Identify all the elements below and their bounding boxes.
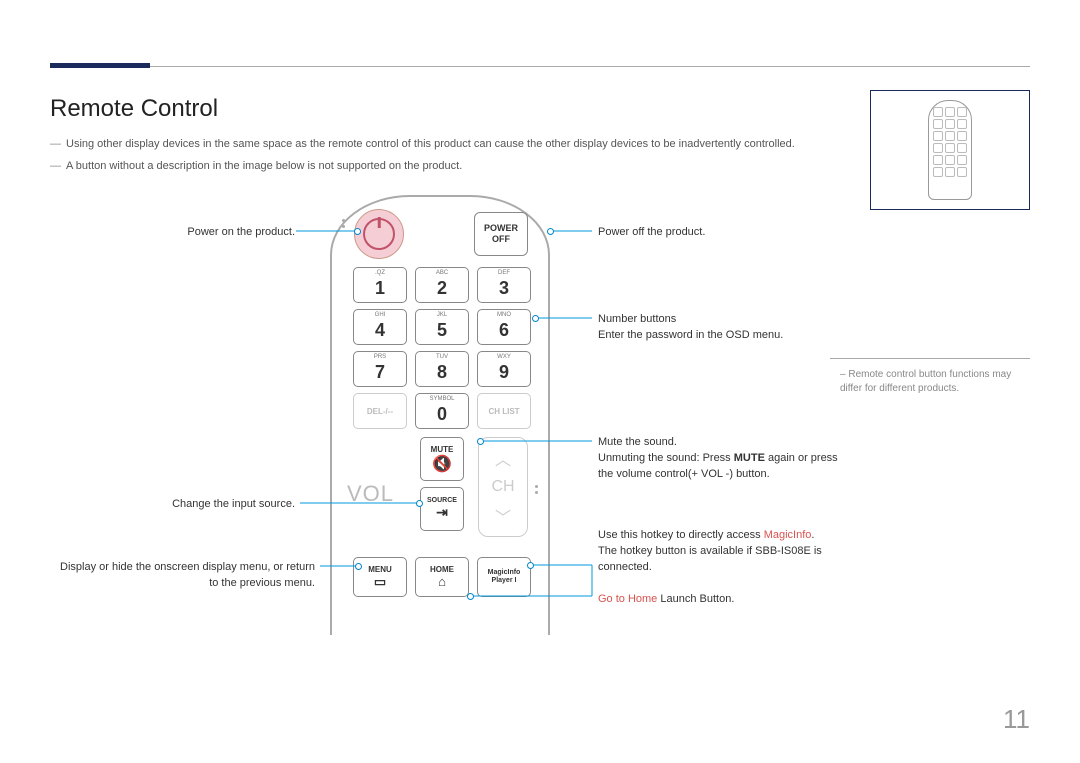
mute-button: MUTE 🔇	[420, 437, 464, 481]
dot-power-on	[354, 228, 361, 235]
number-keypad: .QZ1 ABC2 DEF3 GHI4 JKL5 MNO6 PRS7 TUV8 …	[353, 267, 531, 429]
home-icon: ⌂	[438, 574, 446, 589]
intro-note-2: A button without a description in the im…	[66, 160, 462, 172]
magicinfo-button: MagicInfo Player I	[477, 557, 531, 597]
bottom-row: MENU ▭ HOME ⌂ MagicInfo Player I	[353, 557, 531, 597]
callout-numbers: Number buttons Enter the password in the…	[598, 312, 838, 344]
side-note: Remote control button functions may diff…	[840, 368, 1030, 396]
power-off-button: POWER OFF	[474, 212, 528, 256]
key-2: ABC2	[415, 267, 469, 303]
power-on-button	[354, 209, 404, 259]
deco-dots-right	[535, 485, 538, 494]
remote-diagram: POWER OFF .QZ1 ABC2 DEF3 GHI4 JKL5 MNO6 …	[330, 195, 550, 635]
dot-magic	[527, 562, 534, 569]
key-8: TUV8	[415, 351, 469, 387]
callout-power-off: Power off the product.	[598, 225, 705, 241]
header-accent	[50, 63, 150, 68]
dot-numbers	[532, 315, 539, 322]
key-3: DEF3	[477, 267, 531, 303]
dot-menu	[355, 563, 362, 570]
chevron-down-icon: ﹀	[495, 504, 511, 528]
key-chlist: CH LIST	[477, 393, 531, 429]
callout-menu: Display or hide the onscreen display men…	[60, 560, 315, 592]
key-del: DEL-/--	[353, 393, 407, 429]
dot-source	[416, 500, 423, 507]
key-7: PRS7	[353, 351, 407, 387]
home-button: HOME ⌂	[415, 557, 469, 597]
key-0: SYMBOL0	[415, 393, 469, 429]
header-rule	[50, 66, 1030, 67]
dot-home	[467, 593, 474, 600]
key-5: JKL5	[415, 309, 469, 345]
key-1: .QZ1	[353, 267, 407, 303]
callout-mute: Mute the sound. Unmuting the sound: Pres…	[598, 435, 838, 483]
thumbnail-remote-icon	[928, 100, 972, 200]
dot-poweroff	[547, 228, 554, 235]
page-title: Remote Control	[50, 95, 218, 123]
dot-mute	[477, 438, 484, 445]
thumbnail-panel	[870, 90, 1030, 210]
deco-dots-left	[342, 219, 345, 228]
page-number: 11	[1003, 704, 1030, 735]
mute-icon: 🔇	[432, 454, 452, 474]
source-icon: ⇥	[436, 504, 448, 521]
callout-magicinfo: Use this hotkey to directly access Magic…	[598, 528, 848, 576]
callout-input: Change the input source.	[60, 497, 295, 513]
intro-note-1: Using other display devices in the same …	[66, 138, 795, 150]
menu-icon: ▭	[374, 574, 386, 590]
menu-button: MENU ▭	[353, 557, 407, 597]
power-icon	[363, 218, 395, 250]
chevron-up-icon: ︿	[495, 446, 511, 470]
key-9: WXY9	[477, 351, 531, 387]
source-button: SOURCE ⇥	[420, 487, 464, 531]
vol-label: VOL	[347, 481, 394, 507]
key-4: GHI4	[353, 309, 407, 345]
ch-rocker: ︿ CH ﹀	[478, 437, 528, 537]
side-rule	[830, 358, 1030, 359]
key-6: MNO6	[477, 309, 531, 345]
callout-home: Go to Home Launch Button.	[598, 592, 734, 608]
callout-power-on: Power on the product.	[60, 225, 295, 241]
